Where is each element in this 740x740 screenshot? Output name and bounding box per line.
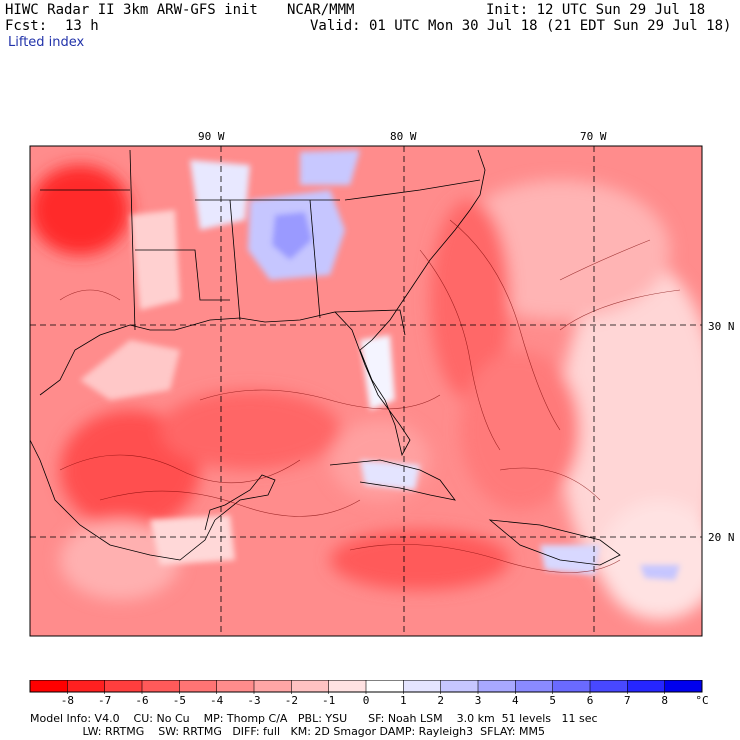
colorbar-swatch <box>627 680 666 692</box>
colorbar-swatch <box>67 680 106 692</box>
colorbar-tick-label: 7 <box>624 694 631 707</box>
lat-label-20n: 20 N <box>708 531 735 544</box>
valid-time: Valid: 01 UTC Mon 30 Jul 18 (21 EDT Sun … <box>310 18 732 34</box>
field-name: Lifted index <box>8 35 85 50</box>
colorbar-tick-label: 3 <box>474 694 482 707</box>
lon-label-90w: 90 W <box>198 130 225 143</box>
colorbar-tick-label: 0 <box>362 694 370 707</box>
colorbar-tick-label: -4 <box>210 694 224 707</box>
colorbar-tick-label: -2 <box>284 694 298 707</box>
colorbar-swatch <box>590 680 628 692</box>
colorbar-tick-label: 8 <box>661 694 668 707</box>
colorbar-swatch <box>478 680 516 692</box>
model-info-line2: LW: RRTMG SW: RRTMG DIFF: full KM: 2D Sm… <box>30 725 545 738</box>
colorbar-swatch <box>440 680 479 692</box>
colorbar-unit: °C <box>695 694 709 707</box>
forecast-label: Fcst: <box>5 18 48 34</box>
colorbar-tick-label: -7 <box>98 694 112 707</box>
colorbar-swatch <box>291 680 330 692</box>
colorbar-swatch <box>664 680 703 692</box>
colorbar-swatch <box>216 680 255 692</box>
colorbar-tick-label: -1 <box>322 694 336 707</box>
colorbar-tick-label: -3 <box>247 694 261 707</box>
colorbar-tick-label: 5 <box>549 694 556 707</box>
colorbar-swatch <box>30 680 68 692</box>
lat-label-30n: 30 N <box>708 320 735 333</box>
model-info-line1: Model Info: V4.0 CU: No Cu MP: Thomp C/A… <box>30 712 598 725</box>
colorbar <box>29 680 703 694</box>
org-label: NCAR/MMM <box>287 2 355 18</box>
colorbar-tick-label: 6 <box>586 694 594 707</box>
colorbar-swatch <box>403 680 442 692</box>
colorbar-swatch <box>366 680 404 692</box>
init-time: Init: 12 UTC Sun 29 Jul 18 <box>486 2 706 18</box>
colorbar-tick-label: 1 <box>400 694 407 707</box>
colorbar-tick-label: -6 <box>135 694 149 707</box>
colorbar-tick-label: -5 <box>172 694 186 707</box>
colorbar-swatch <box>104 680 143 692</box>
colorbar-swatch <box>254 680 292 692</box>
colorbar-tick-label: -8 <box>60 694 74 707</box>
colorbar-tick-label: 2 <box>437 694 444 707</box>
lon-label-80w: 80 W <box>390 130 417 143</box>
colorbar-tick-label: 4 <box>512 694 519 707</box>
model-title: HIWC Radar II 3km ARW-GFS init <box>5 2 258 18</box>
colorbar-swatch <box>552 680 591 692</box>
colorbar-swatch <box>515 680 554 692</box>
colorbar-swatch <box>179 680 218 692</box>
forecast-hours: 13 h <box>65 18 99 34</box>
lon-label-70w: 70 W <box>580 130 607 143</box>
colorbar-swatch <box>328 680 367 692</box>
colorbar-swatch <box>142 680 180 692</box>
